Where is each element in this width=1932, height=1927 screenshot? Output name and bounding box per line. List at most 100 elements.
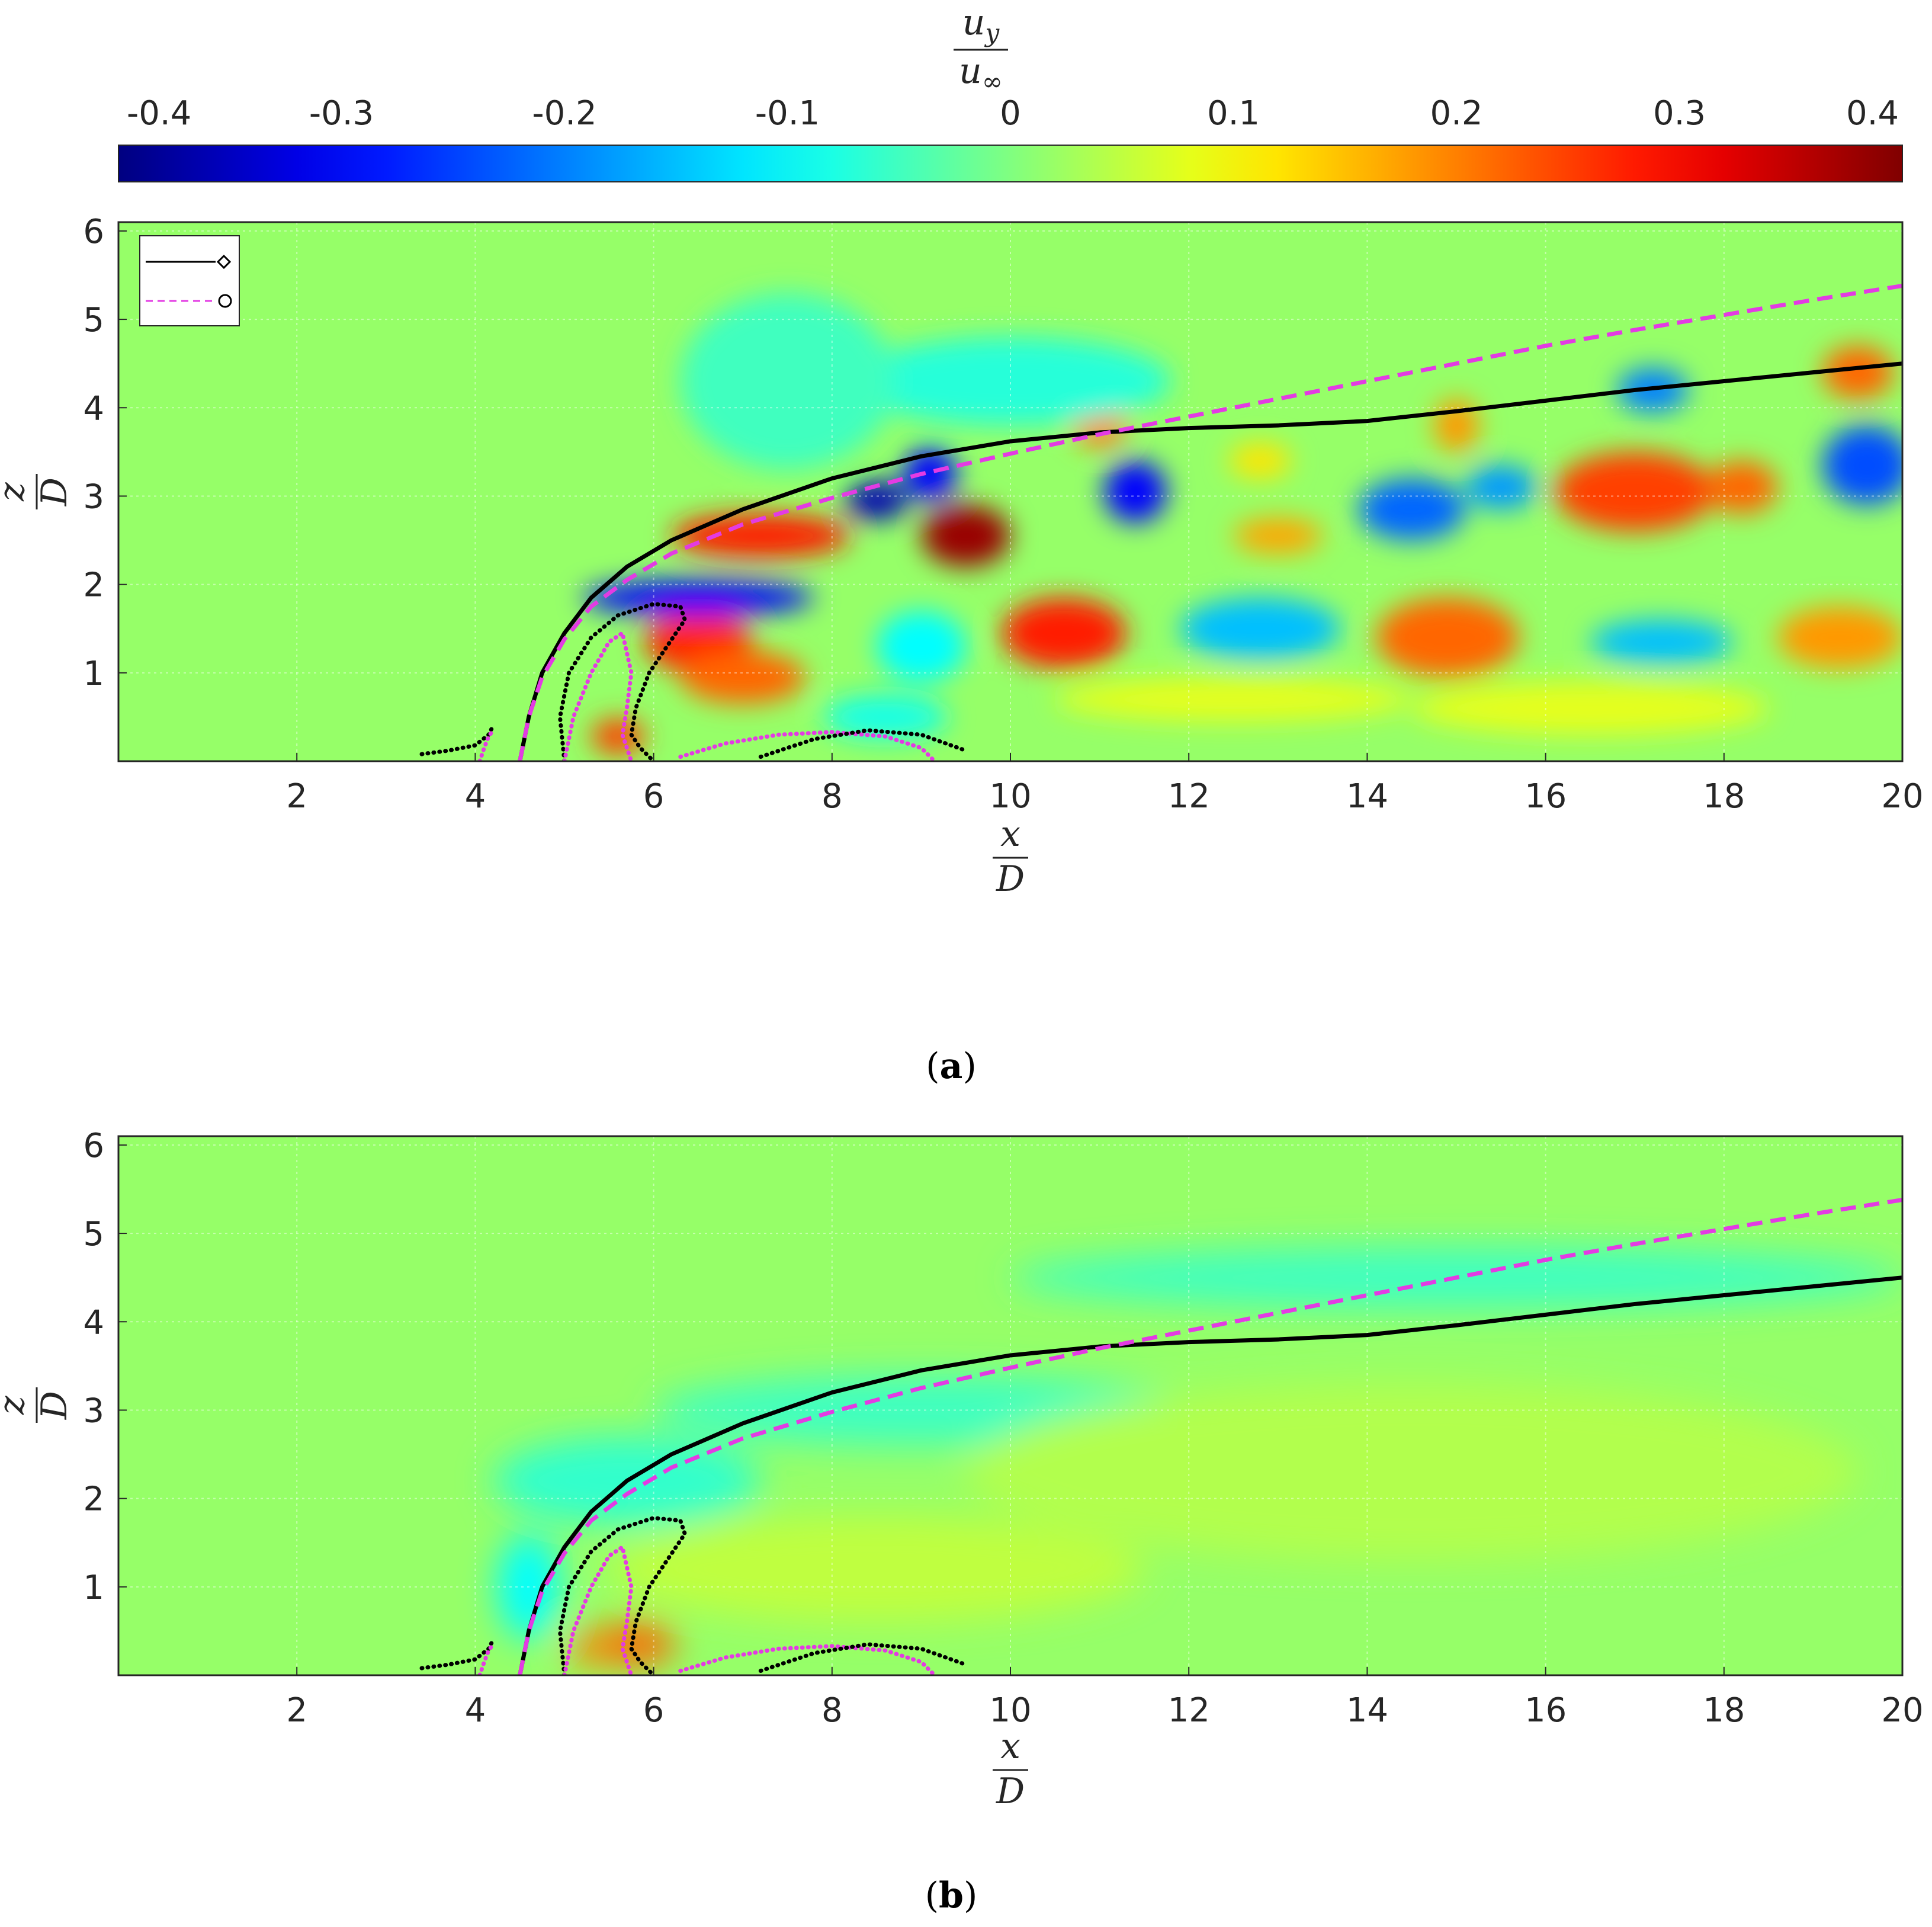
legend-diamond-marker (216, 254, 232, 270)
field-blob (877, 611, 966, 682)
field-blob (591, 719, 645, 755)
field-blob (1001, 598, 1127, 669)
y-tick-label: 1 (83, 655, 104, 693)
field-blob (1055, 677, 1412, 722)
panel-a-xlabel: x D (993, 813, 1028, 900)
x-tick-label: 4 (465, 1691, 486, 1730)
field-blob (498, 1534, 560, 1640)
x-tick-label: 8 (821, 1691, 843, 1730)
y-tick-label: 2 (83, 566, 104, 605)
field-blob (1104, 460, 1167, 523)
x-tick-label: 2 (286, 1691, 307, 1730)
y-tick-label: 5 (83, 301, 104, 339)
panel-b-ylabel-denominator: D (34, 1391, 75, 1420)
y-tick-label: 1 (83, 1569, 104, 1607)
dotted-curve (477, 1642, 496, 1675)
dotted-curve (557, 601, 688, 761)
field-blob (680, 650, 805, 704)
field-blob (965, 1383, 1858, 1561)
panel-a-xlabel-denominator: D (996, 858, 1025, 900)
x-tick-label: 14 (1346, 1691, 1388, 1730)
field-blob (903, 447, 957, 501)
dotted-curve (758, 1642, 968, 1673)
x-tick-label: 18 (1703, 1691, 1745, 1730)
series-line-solid (518, 361, 1902, 761)
colorbar-label: uy u∞ (954, 2, 1008, 96)
dotted-curve (419, 723, 496, 756)
panel-b-xlabel-denominator: D (996, 1771, 1025, 1812)
y-tick-label: 6 (83, 1127, 104, 1165)
panel-b-field (493, 1246, 1902, 1667)
field-blob (1822, 345, 1894, 399)
y-tick-label: 6 (83, 213, 104, 251)
series-line-solid (518, 1275, 1902, 1675)
field-blob (1233, 518, 1323, 554)
y-tick-label: 2 (83, 1480, 104, 1519)
panel-a-grid (118, 222, 1903, 761)
x-tick-label: 16 (1525, 1691, 1567, 1730)
field-blob (1228, 443, 1292, 479)
x-tick-label: 10 (989, 1691, 1031, 1730)
panel-b-ylabel-numerator: z (0, 1396, 33, 1415)
x-tick-label: 12 (1168, 1691, 1210, 1730)
colorbar-tick-label: 0.4 (1846, 94, 1899, 133)
x-tick-label: 18 (1703, 777, 1745, 816)
dotted-curve (562, 629, 634, 761)
field-blob (595, 1622, 676, 1667)
x-tick-label: 2 (286, 777, 307, 816)
colorbar-tick-label: 0.3 (1653, 94, 1706, 133)
panel-a-ylabel: z D (0, 474, 75, 509)
field-blob (671, 514, 850, 558)
field-blob (1777, 606, 1902, 669)
dotted-curve (758, 728, 968, 759)
field-blob (845, 481, 908, 520)
field-blob (849, 336, 1172, 426)
x-tick-label: 12 (1168, 777, 1210, 816)
colorbar-tick-label: 0.1 (1207, 94, 1260, 133)
dotted-curve (419, 1637, 496, 1671)
panel-a-curves (419, 283, 1902, 761)
colorbar-tick-label: -0.1 (755, 94, 820, 133)
field-blob (1434, 399, 1479, 452)
x-tick-label: 16 (1525, 777, 1567, 816)
panel-a-ylabel-denominator: D (34, 477, 75, 506)
panel-b-xlabel-numerator: x (1000, 1726, 1020, 1767)
field-blob (1590, 620, 1733, 664)
colorbar-tick-label: 0.2 (1430, 94, 1482, 133)
legend-box (139, 235, 240, 326)
colorbar-gradient (118, 145, 1903, 182)
x-tick-label: 6 (643, 1691, 665, 1730)
x-tick-label: 6 (643, 777, 665, 816)
field-blob (1822, 425, 1902, 505)
field-blob (1465, 465, 1537, 509)
field-blob (680, 293, 895, 470)
colorbar-label-numerator: uy (962, 2, 1000, 47)
panel-a-legend (139, 235, 240, 326)
y-tick-label: 4 (83, 1303, 104, 1342)
colorbar-tick-label: -0.3 (309, 94, 374, 133)
colorbar-tick-label: -0.2 (532, 94, 596, 133)
dotted-curve (562, 1543, 634, 1675)
colorbar: uy u∞ -0.4 -0.3 -0.2 -0.1 0 0.1 0.2 0.3 0.4 (118, 2, 1903, 182)
x-tick-label: 10 (989, 777, 1031, 816)
field-blob (921, 505, 1010, 567)
x-tick-label: 20 (1881, 777, 1923, 816)
panel-b-ylabel: z D (0, 1387, 75, 1423)
series-line-dashed (518, 1197, 1902, 1675)
y-tick-label: 3 (83, 1391, 104, 1430)
field-blob (1554, 451, 1715, 532)
panel-b-curves (419, 1197, 1902, 1675)
field-blob (823, 695, 948, 739)
x-tick-label: 14 (1346, 777, 1388, 816)
x-tick-label: 20 (1881, 1691, 1923, 1730)
legend-circle-marker (218, 294, 232, 308)
caption-b: (b) (925, 1875, 978, 1916)
field-blob (582, 580, 814, 615)
field-blob (1376, 598, 1519, 678)
caption-a: (a) (926, 1046, 977, 1087)
dotted-curve (678, 730, 937, 761)
x-tick-label: 8 (821, 777, 843, 816)
